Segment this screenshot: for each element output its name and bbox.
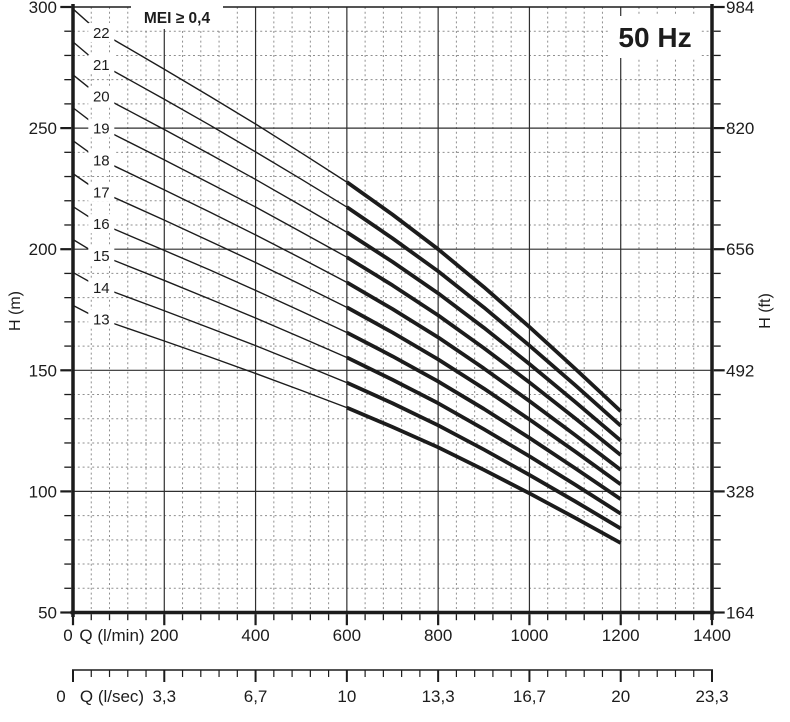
x-axis-title: Q (l/min) xyxy=(79,626,144,645)
x-secondary-tick-label: 6,7 xyxy=(244,687,268,706)
curve-label-16: 16 xyxy=(93,216,110,233)
curve-18-bold-segment xyxy=(345,280,622,472)
x-secondary-tick-label: 20 xyxy=(611,687,630,706)
y-left-axis-title: H (m) xyxy=(7,291,24,331)
y-left-tick-label: 200 xyxy=(29,240,57,259)
x-secondary-tick-label: 0 xyxy=(56,687,65,706)
y-left-tick-label: 150 xyxy=(29,361,57,380)
axes xyxy=(60,4,725,682)
curve-stage-labels: 22 21 20 19 18 17 16 15 14 13 xyxy=(88,22,115,329)
mei-badge-bg xyxy=(131,6,223,29)
curve-label-bg-18 xyxy=(88,150,115,170)
curve-14-bold-segment xyxy=(346,380,622,531)
frequency-badge-bg xyxy=(610,16,700,58)
curve-label-15: 15 xyxy=(93,248,110,265)
curve-label-bg-16 xyxy=(88,214,115,234)
curve-label-bg-14 xyxy=(88,277,115,297)
curve-16-bold-segment xyxy=(345,330,622,501)
y-right-tick-label: 328 xyxy=(726,482,754,501)
y-left-tick-label: 250 xyxy=(29,119,57,138)
curve-label-14: 14 xyxy=(93,280,110,297)
curve-label-bg-17 xyxy=(88,182,115,202)
x-tick-label: 1000 xyxy=(511,626,549,645)
curve-20-bold-segment xyxy=(345,230,622,442)
x-tick-label: 400 xyxy=(241,626,269,645)
x-secondary-tick-label: 23,3 xyxy=(695,687,728,706)
curve-label-bg-15 xyxy=(88,245,115,265)
x-secondary-tick-label: 10 xyxy=(337,687,356,706)
x-axis-secondary-title: Q (l/sec) xyxy=(80,687,144,706)
curve-label-bg-22 xyxy=(88,22,115,42)
curve-15-bold-segment xyxy=(346,355,622,516)
y-right-tick-label: 984 xyxy=(726,0,754,17)
x-secondary-tick-label: 13,3 xyxy=(422,687,455,706)
y-right-tick-label: 492 xyxy=(726,361,754,380)
y-left-tick-label: 300 xyxy=(29,0,57,17)
x-tick-label: 600 xyxy=(333,626,361,645)
x-tick-label: 0 xyxy=(63,626,72,645)
curve-13-bold-segment xyxy=(346,405,622,545)
curve-label-18: 18 xyxy=(93,152,110,169)
x-secondary-tick-label: 3,3 xyxy=(152,687,176,706)
x-tick-label: 800 xyxy=(424,626,452,645)
y-right-tick-label: 656 xyxy=(726,240,754,259)
y-left-tick-label: 50 xyxy=(38,604,57,623)
frequency-badge: 50 Hz xyxy=(618,22,691,53)
mei-badge: MEI ≥ 0,4 xyxy=(144,10,211,27)
curve-label-13: 13 xyxy=(93,312,110,329)
curve-21-bold-segment xyxy=(345,205,622,428)
curve-label-bg-20 xyxy=(88,86,115,106)
curve-label-20: 20 xyxy=(93,89,110,106)
y-left-tick-label: 100 xyxy=(29,482,57,501)
x-secondary-tick-label: 16,7 xyxy=(513,687,546,706)
curve-label-21: 21 xyxy=(93,57,110,74)
curve-label-17: 17 xyxy=(93,184,110,201)
curve-label-22: 22 xyxy=(93,25,110,42)
curve-22-bold-segment xyxy=(345,180,623,413)
y-right-tick-label: 820 xyxy=(726,119,754,138)
curve-label-bg-19 xyxy=(88,118,115,138)
curve-19-bold-segment xyxy=(345,255,622,457)
curve-17-bold-segment xyxy=(345,305,622,486)
y-right-axis-title: H (ft) xyxy=(757,293,774,329)
grid xyxy=(73,7,712,613)
x-tick-label: 1400 xyxy=(693,626,731,645)
y-right-tick-label: 164 xyxy=(726,604,754,623)
x-tick-label: 1200 xyxy=(602,626,640,645)
curve-label-19: 19 xyxy=(93,120,110,137)
curve-label-bg-21 xyxy=(88,54,115,74)
x-tick-label: 200 xyxy=(150,626,178,645)
curve-label-bg-13 xyxy=(88,309,115,329)
